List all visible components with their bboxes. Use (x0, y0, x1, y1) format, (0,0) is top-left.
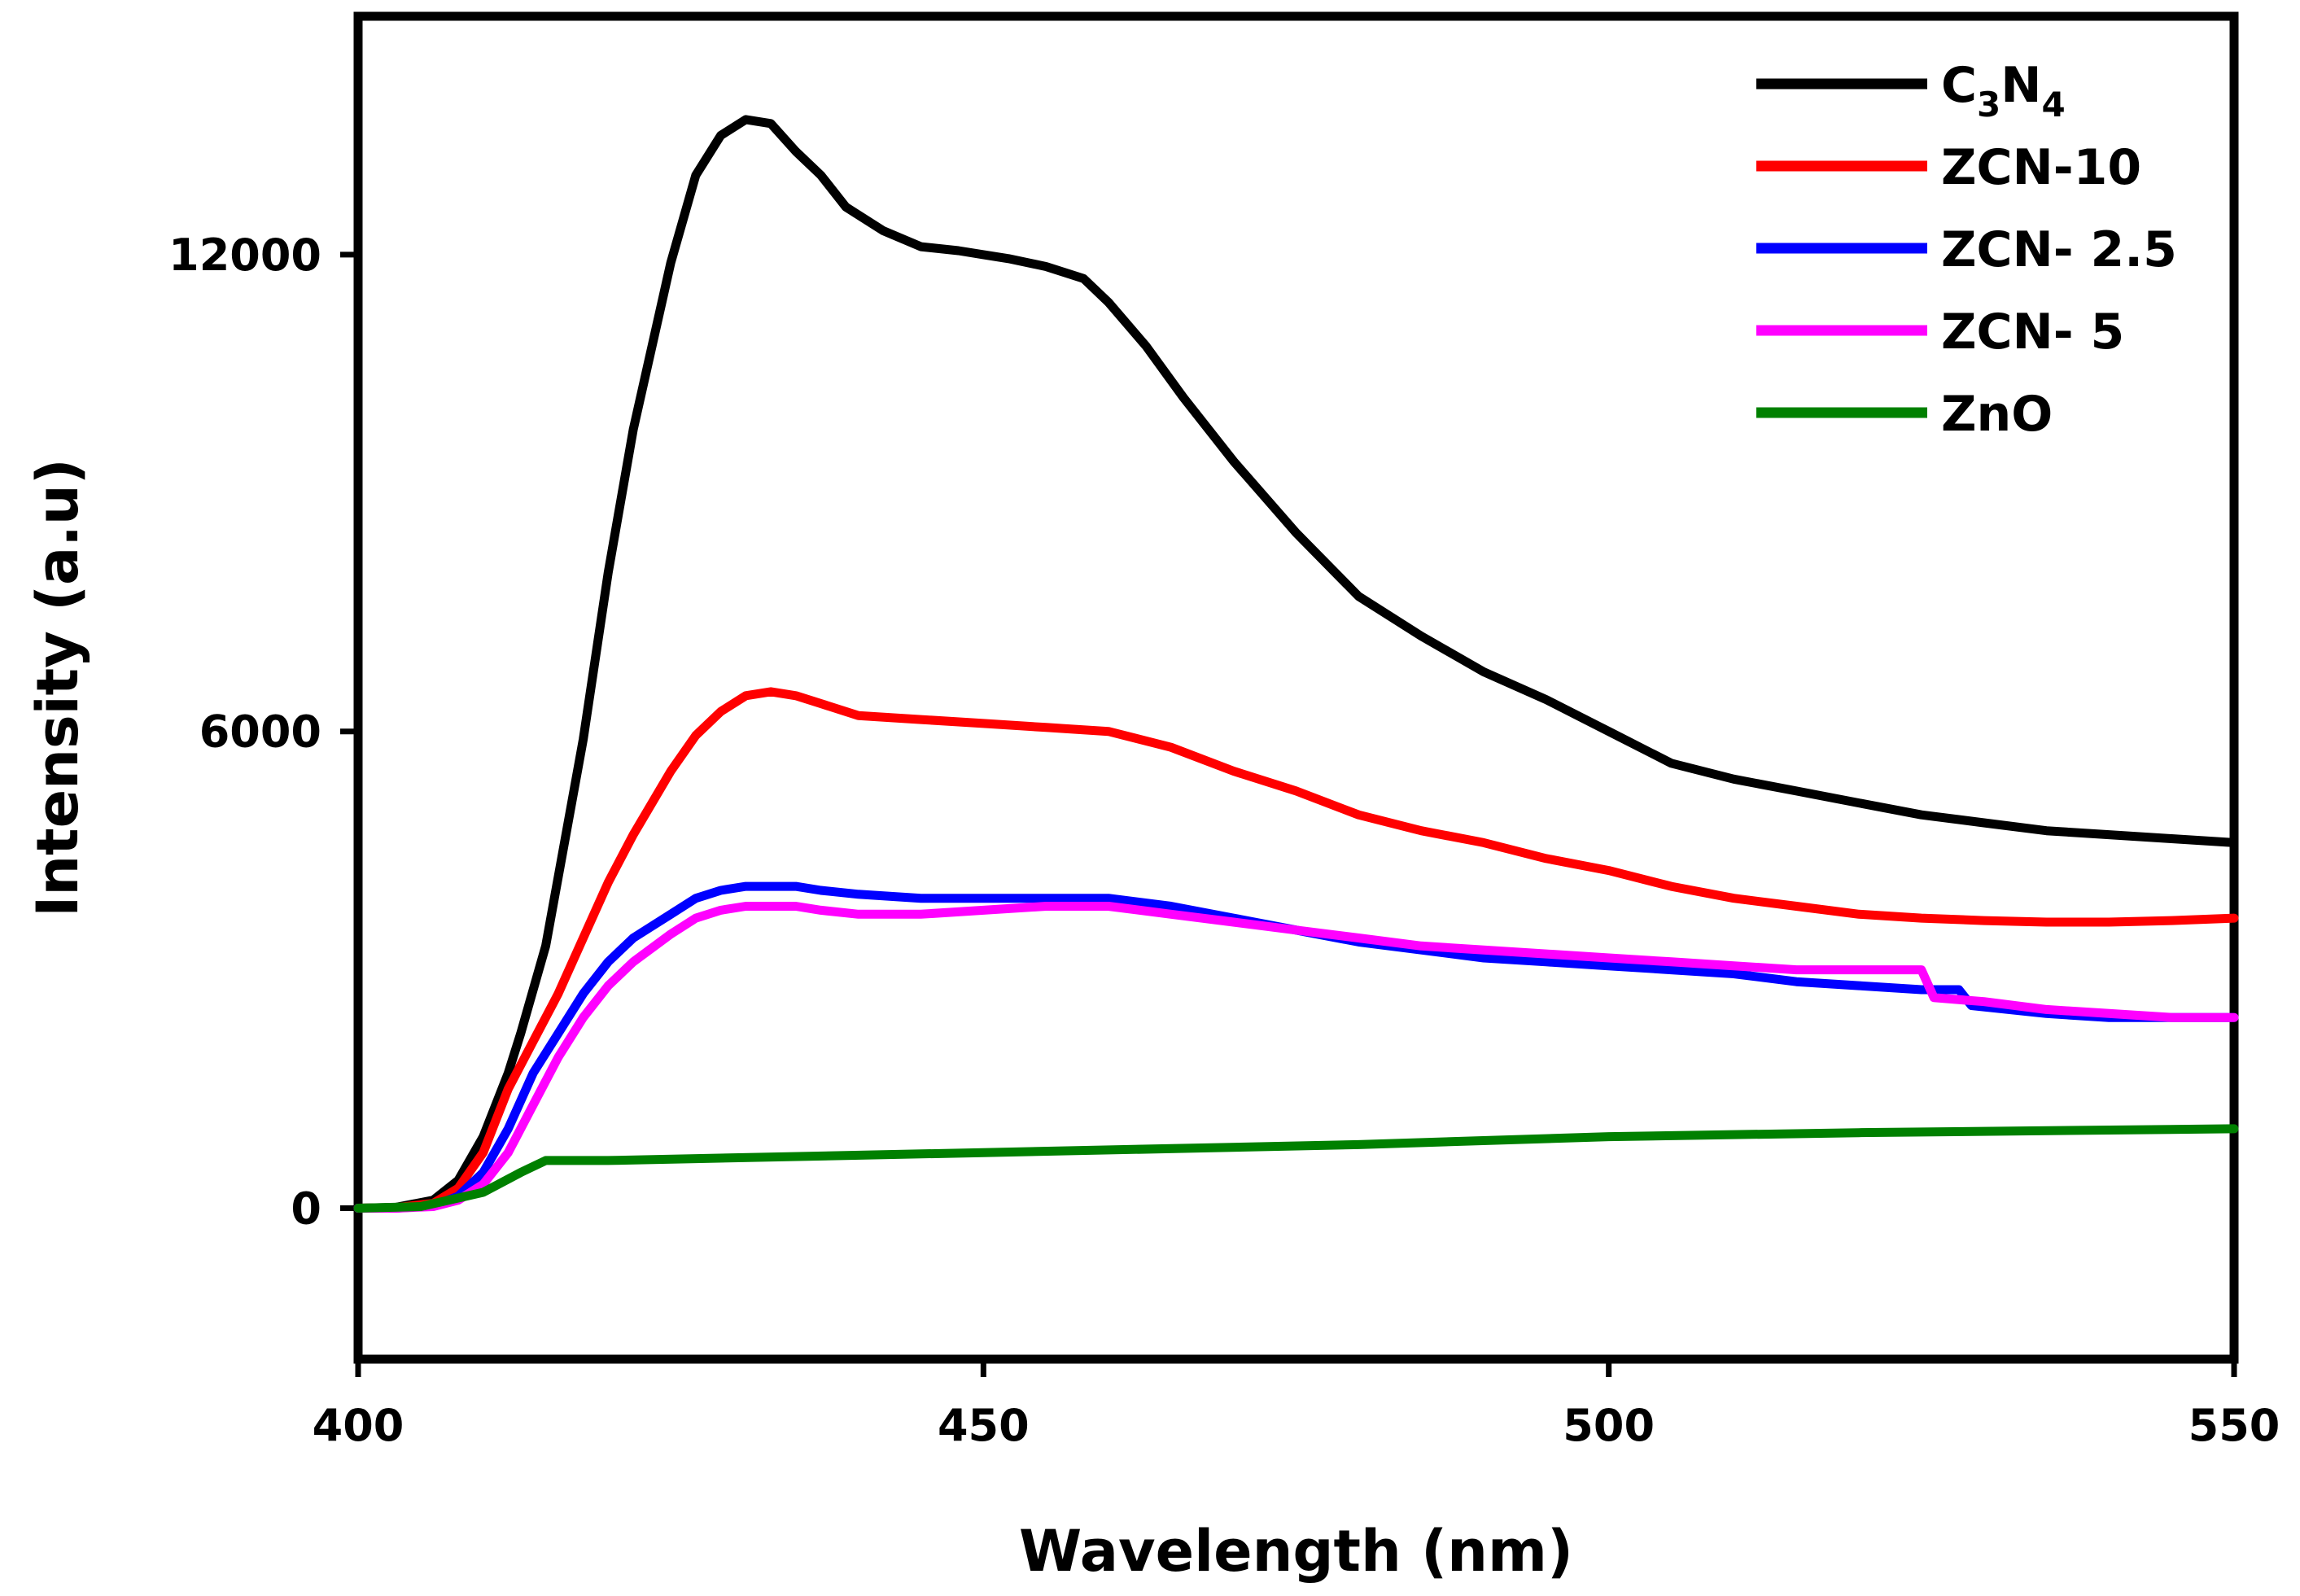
legend: C3N4 ZCN-10 ZCN- 2.5 ZCN- 5 ZnO (1756, 57, 2177, 443)
y-tick-label: 6000 (199, 706, 321, 758)
series-line-4 (353, 1124, 2239, 1213)
x-axis-title: Wavelength (nm) (1019, 1518, 1573, 1585)
y-tick-label: 0 (291, 1183, 321, 1234)
y-tick-label: 12000 (168, 230, 321, 281)
legend-label-part: 4 (2042, 85, 2066, 125)
legend-label-part: 3 (1977, 85, 2000, 125)
legend-label-part: C (1941, 57, 1977, 114)
legend-label: ZCN-10 (1941, 139, 2141, 196)
x-tick-label: 500 (1563, 1400, 1655, 1451)
legend-label-part: N (2000, 57, 2041, 114)
x-tick-label: 450 (938, 1400, 1030, 1451)
series-lines (353, 115, 2239, 1213)
x-axis-ticks: 400 450 500 550 (313, 1359, 2280, 1451)
legend-label: ZnO (1941, 386, 2053, 443)
series-line-2 (353, 881, 2239, 1213)
x-tick-label: 400 (313, 1400, 404, 1451)
x-tick-label: 550 (2188, 1400, 2280, 1451)
y-axis-ticks: 0 6000 12000 (168, 230, 358, 1234)
plot-area-frame (353, 11, 2239, 1364)
series-line-1 (353, 687, 2239, 1213)
series-line-3 (353, 902, 2239, 1213)
legend-label: C3N4 (1941, 57, 2066, 125)
legend-label: ZCN- 5 (1941, 304, 2124, 361)
legend-label: ZCN- 2.5 (1941, 221, 2177, 278)
y-axis-title: Intensity (a.u) (24, 458, 91, 916)
series-line-0 (353, 115, 2239, 1213)
